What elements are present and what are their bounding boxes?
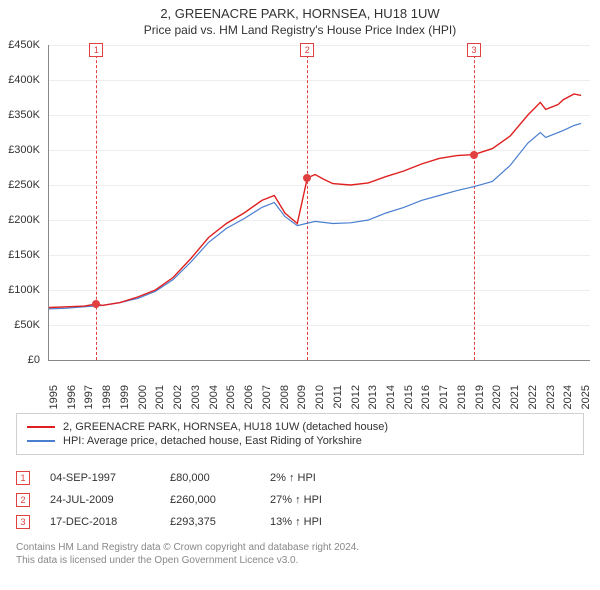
x-tick-label: 2008	[279, 385, 291, 409]
x-tick-label: 2016	[420, 385, 432, 409]
series-line	[49, 123, 581, 309]
y-tick-label: £300K	[8, 144, 40, 156]
x-tick-label: 2011	[332, 385, 344, 409]
footnote-line2: This data is licensed under the Open Gov…	[16, 554, 584, 567]
event-diff: 27% ↑ HPI	[270, 494, 370, 506]
x-tick-label: 1998	[101, 385, 113, 409]
chart-container: 2, GREENACRE PARK, HORNSEA, HU18 1UW Pri…	[0, 0, 600, 590]
event-diff: 2% ↑ HPI	[270, 472, 370, 484]
event-date: 04-SEP-1997	[50, 472, 170, 484]
event-marker-dot	[92, 300, 100, 308]
event-row: 1 04-SEP-1997£80,0002% ↑ HPI	[16, 467, 584, 489]
event-marker-dot	[303, 174, 311, 182]
event-row: 3 17-DEC-2018£293,37513% ↑ HPI	[16, 511, 584, 533]
event-price: £293,375	[170, 516, 270, 528]
x-tick-label: 2018	[456, 385, 468, 409]
legend-swatch	[27, 440, 55, 442]
plot-region: 1 2 3	[48, 45, 590, 361]
legend-row: HPI: Average price, detached house, East…	[27, 434, 573, 448]
x-tick-label: 2023	[545, 385, 557, 409]
chart-title: 2, GREENACRE PARK, HORNSEA, HU18 1UW	[0, 6, 600, 21]
x-tick-label: 2013	[367, 385, 379, 409]
event-marker-box: 1	[89, 43, 103, 57]
y-tick-label: £0	[28, 354, 40, 366]
x-tick-label: 2007	[261, 385, 273, 409]
event-number-box: 2	[16, 493, 30, 507]
legend: 2, GREENACRE PARK, HORNSEA, HU18 1UW (de…	[16, 413, 584, 455]
event-diff: 13% ↑ HPI	[270, 516, 370, 528]
series-line	[49, 94, 581, 308]
x-tick-label: 2010	[314, 385, 326, 409]
y-tick-label: £350K	[8, 109, 40, 121]
x-tick-label: 2014	[385, 385, 397, 409]
x-tick-label: 2005	[225, 385, 237, 409]
legend-label: 2, GREENACRE PARK, HORNSEA, HU18 1UW (de…	[63, 421, 388, 433]
header: 2, GREENACRE PARK, HORNSEA, HU18 1UW Pri…	[0, 0, 600, 41]
legend-swatch	[27, 426, 55, 428]
y-tick-label: £50K	[14, 319, 40, 331]
x-tick-label: 2009	[296, 385, 308, 409]
x-tick-label: 2021	[509, 385, 521, 409]
event-date: 17-DEC-2018	[50, 516, 170, 528]
y-tick-label: £250K	[8, 179, 40, 191]
y-tick-label: £450K	[8, 39, 40, 51]
x-tick-label: 1997	[83, 385, 95, 409]
y-tick-label: £400K	[8, 74, 40, 86]
x-tick-label: 2002	[172, 385, 184, 409]
x-tick-label: 2020	[491, 385, 503, 409]
x-tick-label: 2015	[403, 385, 415, 409]
event-marker-box: 3	[467, 43, 481, 57]
legend-label: HPI: Average price, detached house, East…	[63, 435, 362, 447]
event-row: 2 24-JUL-2009£260,00027% ↑ HPI	[16, 489, 584, 511]
y-tick-label: £100K	[8, 284, 40, 296]
x-tick-label: 2025	[580, 385, 592, 409]
x-tick-label: 2024	[562, 385, 574, 409]
event-marker-box: 2	[300, 43, 314, 57]
x-tick-label: 1999	[119, 385, 131, 409]
chart-subtitle: Price paid vs. HM Land Registry's House …	[0, 23, 600, 37]
line-layer	[49, 45, 590, 360]
chart-area: £0£50K£100K£150K£200K£250K£300K£350K£400…	[48, 45, 590, 385]
x-tick-label: 1995	[48, 385, 60, 409]
x-tick-label: 2000	[137, 385, 149, 409]
legend-row: 2, GREENACRE PARK, HORNSEA, HU18 1UW (de…	[27, 420, 573, 434]
footnote-line1: Contains HM Land Registry data © Crown c…	[16, 541, 584, 554]
event-number-box: 1	[16, 471, 30, 485]
events-table: 1 04-SEP-1997£80,0002% ↑ HPI 2 24-JUL-2009£…	[16, 467, 584, 533]
y-axis: £0£50K£100K£150K£200K£250K£300K£350K£400…	[0, 45, 44, 361]
x-axis: 1995199619971998199920002001200220032004…	[48, 363, 590, 387]
event-price: £80,000	[170, 472, 270, 484]
x-tick-label: 2003	[190, 385, 202, 409]
footnote: Contains HM Land Registry data © Crown c…	[16, 541, 584, 567]
x-tick-label: 2012	[350, 385, 362, 409]
y-tick-label: £200K	[8, 214, 40, 226]
x-tick-label: 2006	[243, 385, 255, 409]
y-tick-label: £150K	[8, 249, 40, 261]
event-price: £260,000	[170, 494, 270, 506]
x-tick-label: 2004	[208, 385, 220, 409]
x-tick-label: 2019	[474, 385, 486, 409]
x-tick-label: 2017	[438, 385, 450, 409]
event-marker-dot	[470, 151, 478, 159]
x-tick-label: 2001	[154, 385, 166, 409]
x-tick-label: 1996	[66, 385, 78, 409]
event-date: 24-JUL-2009	[50, 494, 170, 506]
event-number-box: 3	[16, 515, 30, 529]
x-tick-label: 2022	[527, 385, 539, 409]
